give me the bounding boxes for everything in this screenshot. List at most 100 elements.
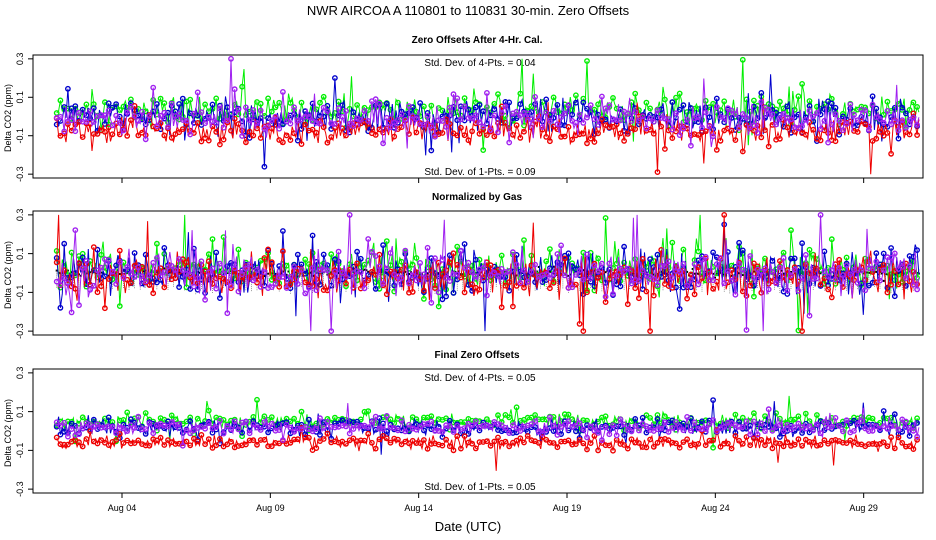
data-point <box>799 430 805 436</box>
data-point <box>506 279 513 286</box>
data-point <box>124 428 131 434</box>
data-point <box>461 241 468 247</box>
data-point <box>880 119 887 126</box>
data-point <box>543 109 550 116</box>
data-point <box>617 130 624 137</box>
data-point <box>487 272 494 279</box>
panel-1-annotation-bottom: Std. Dev. of 1-Pts. = 0.09 <box>424 167 536 178</box>
data-point <box>914 433 920 440</box>
data-point <box>350 426 357 432</box>
data-point <box>113 281 120 287</box>
series-4 <box>53 55 920 149</box>
data-point <box>57 281 64 288</box>
data-point <box>472 445 479 452</box>
data-point <box>676 106 683 113</box>
data-point <box>53 419 60 426</box>
data-point <box>239 433 246 440</box>
data-point <box>910 114 917 121</box>
data-point <box>498 103 505 110</box>
data-point <box>632 285 639 292</box>
data-point <box>209 444 216 451</box>
data-point <box>426 272 429 275</box>
data-point <box>721 280 728 287</box>
data-point <box>102 305 108 312</box>
data-point <box>202 425 209 432</box>
data-point <box>554 251 561 257</box>
data-point <box>146 282 153 288</box>
data-point <box>665 258 672 265</box>
data-point <box>732 432 739 439</box>
data-point <box>762 127 768 134</box>
data-point <box>439 442 446 449</box>
data-point <box>891 104 898 111</box>
data-point <box>146 272 153 279</box>
data-point <box>198 258 205 265</box>
data-point <box>265 423 271 430</box>
data-point <box>402 262 409 269</box>
data-point <box>202 135 209 142</box>
data-point <box>891 445 898 452</box>
data-point <box>613 260 620 267</box>
data-point <box>163 267 166 270</box>
data-point <box>339 113 346 120</box>
data-point <box>817 126 824 133</box>
data-point <box>547 117 553 124</box>
data-point <box>702 128 709 135</box>
data-point <box>472 256 479 263</box>
data-point <box>814 110 820 116</box>
data-point <box>198 109 205 116</box>
data-point <box>719 271 722 274</box>
data-point <box>791 416 798 423</box>
data-point <box>743 292 750 299</box>
data-point <box>268 259 275 266</box>
data-point <box>561 421 568 428</box>
data-point <box>439 429 446 435</box>
data-point <box>116 247 123 254</box>
data-point <box>676 132 683 139</box>
data-point <box>758 420 765 427</box>
data-point <box>795 436 802 443</box>
data-point <box>346 266 353 273</box>
data-point <box>888 245 894 251</box>
data-point <box>450 91 457 98</box>
series-line <box>56 74 920 167</box>
data-point <box>454 422 461 429</box>
y-tick-label: 0.3 <box>15 53 25 66</box>
data-point <box>910 281 917 288</box>
data-point <box>880 408 887 414</box>
data-point <box>793 271 796 274</box>
y-tick-label: -0.1 <box>15 285 25 301</box>
data-point <box>832 414 839 421</box>
data-point <box>120 127 127 134</box>
data-point <box>153 437 160 444</box>
data-point <box>231 265 238 272</box>
data-point <box>242 104 249 111</box>
data-point <box>350 435 357 442</box>
data-point <box>550 428 557 434</box>
data-point <box>376 100 383 107</box>
data-point <box>684 295 690 302</box>
data-point <box>194 438 201 445</box>
data-point <box>569 273 572 276</box>
data-point <box>361 285 368 292</box>
data-point <box>543 133 550 140</box>
data-point <box>339 417 346 424</box>
data-point <box>272 113 279 120</box>
data-point <box>254 396 260 403</box>
data-point <box>688 277 694 283</box>
data-point <box>135 413 142 420</box>
data-point <box>198 431 205 438</box>
data-point <box>610 422 616 428</box>
data-point <box>365 277 372 284</box>
data-point <box>669 239 676 246</box>
data-point <box>294 436 301 443</box>
data-point <box>391 119 398 126</box>
data-point <box>502 424 509 431</box>
data-point <box>550 279 557 286</box>
data-point <box>305 416 312 423</box>
data-point <box>828 423 835 430</box>
data-point <box>784 421 791 428</box>
data-point <box>357 117 364 123</box>
data-point <box>732 263 739 270</box>
data-point <box>213 95 220 102</box>
